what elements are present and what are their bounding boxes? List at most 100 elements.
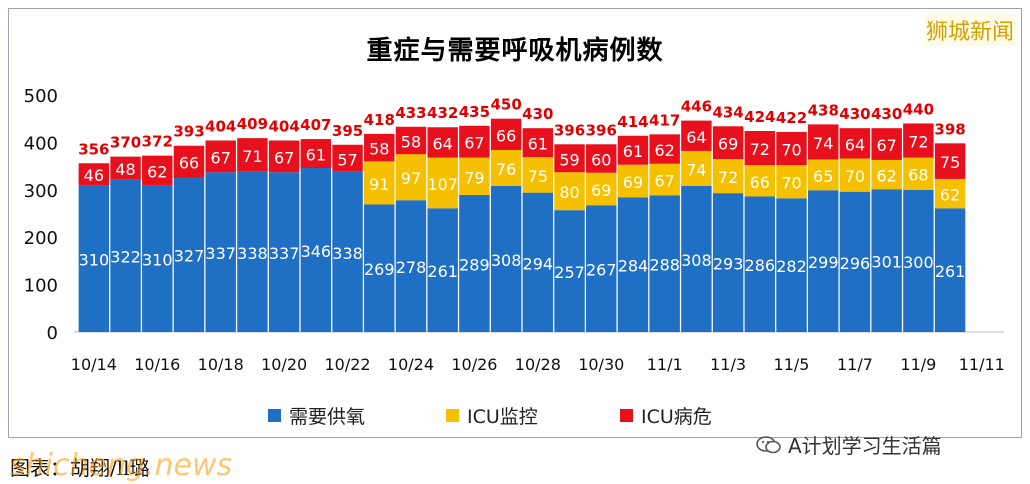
bar-segment-2 [300,139,332,168]
bar-segment-0 [332,171,363,332]
bar-segment-label: 308 [491,251,522,270]
y-tick-label: 100 [24,276,58,297]
chart-credit: 图表：胡翔/ll璐 [10,456,150,480]
source-label: A计划学习生活篇 [788,434,942,458]
bar-segment-2 [554,144,585,173]
bar-segment-label: 74 [813,134,833,153]
x-tick-label: 10/20 [261,355,307,374]
bar-total-label: 430 [871,105,902,123]
site-watermark: 狮城新闻 [923,14,1016,46]
x-tick-label: 11/1 [647,355,683,374]
bar-segment-label: 293 [713,255,744,274]
bar-total-label: 432 [427,104,458,122]
bar-total-label: 418 [364,111,395,129]
x-tick-label: 10/30 [578,355,624,374]
bar-segment-2 [903,123,934,158]
bar-total-label: 372 [142,133,173,151]
bar-segment-1 [934,178,966,209]
bar-segment-label: 76 [496,160,516,179]
bar-segment-2 [268,140,300,173]
bar-segment-label: 69 [623,173,643,192]
x-tick-label: 10/26 [451,355,497,374]
bar-segment-label: 67 [211,148,231,167]
bar-total-label: 422 [776,109,807,127]
bar-segment-label: 67 [654,172,674,191]
bar-segment-0 [459,195,490,332]
bar-segment-label: 67 [876,136,896,155]
bar-segment-label: 296 [840,254,871,273]
bar-segment-1 [903,157,934,190]
stacked-bar-chart: 0 100 200 300 400 500 310 46 356 322 48 370 310 62 372… [24,86,1005,374]
bar-segment-2 [490,118,522,150]
bar-total-label: 433 [395,104,426,122]
bar-segment-label: 62 [654,141,674,160]
bar-segment-1 [364,161,395,205]
bar-segment-label: 66 [496,126,516,145]
bar-segment-label: 284 [618,257,649,276]
bar-segment-0 [554,210,585,332]
bar-segment-label: 67 [274,148,294,167]
bar-segment-label: 46 [84,166,104,185]
bar-segment-0 [78,185,110,332]
bar-segment-0 [712,193,744,332]
bar-segment-0 [205,172,236,332]
bar-segment-0 [364,204,395,332]
x-tick-label: 11/9 [900,355,936,374]
bar-segment-label: 72 [908,133,928,152]
bar-segment-2 [237,138,268,172]
bar-segment-label: 61 [528,135,548,154]
bar-segment-label: 346 [301,242,332,261]
bar-total-label: 430 [522,105,553,123]
bar-segment-1 [776,165,807,199]
bar-segment-label: 72 [718,168,738,187]
x-tick-label: 10/14 [71,355,117,374]
bar-segment-1 [617,164,649,198]
bar-segment-2 [332,144,363,172]
bar-segment-label: 70 [845,167,865,186]
bar-segment-label: 62 [876,167,896,186]
bar-segment-label: 48 [115,160,135,179]
x-tick-label: 10/18 [198,355,244,374]
legend-label-icu-critical: ICU病危 [641,406,712,428]
bar-segment-label: 70 [781,141,801,160]
bar-segment-label: 69 [718,135,738,154]
bar-segment-label: 75 [940,153,960,172]
bar-segment-label: 74 [686,160,706,179]
bar-segment-label: 310 [79,251,110,270]
bar-total-label: 450 [490,96,521,114]
bar-segment-1 [839,158,871,192]
bar-total-label: 370 [110,134,141,152]
bar-segment-0 [173,177,205,332]
bar-segment-label: 62 [940,186,960,205]
bar-segment-label: 107 [427,175,458,194]
bar-segment-2 [364,133,395,162]
bar-segment-1 [395,154,427,201]
bar-segment-1 [554,172,585,211]
bar-segment-label: 65 [813,167,833,186]
bar-segment-1 [871,159,902,190]
bar-total-label: 438 [808,101,839,119]
bar-segment-label: 322 [110,248,141,267]
bar-segment-2 [871,128,902,160]
bar-total-label: 430 [839,105,870,123]
y-tick-label: 400 [24,133,58,154]
bar-segment-label: 308 [681,251,712,270]
bar-segment-0 [744,196,776,332]
legend-swatch-icu-monitor [446,409,459,422]
y-tick-label: 0 [47,323,58,344]
legend-label-icu-monitor: ICU监控 [467,406,538,428]
bar-segment-label: 69 [591,181,611,200]
bar-segment-0 [300,167,332,332]
bar-segment-2 [681,120,712,151]
x-tick-label: 11/7 [837,355,873,374]
y-tick-label: 300 [24,181,58,202]
bar-segment-0 [617,197,649,332]
bar-segment-label: 288 [649,256,680,275]
bar-total-label: 435 [459,103,490,121]
x-tick-label: 11/5 [774,355,810,374]
bar-segment-0 [586,205,617,332]
bar-segment-0 [110,179,141,332]
bar-segment-label: 58 [401,133,421,152]
bar-segment-label: 64 [433,134,453,153]
legend-swatch-oxygen [268,409,281,422]
